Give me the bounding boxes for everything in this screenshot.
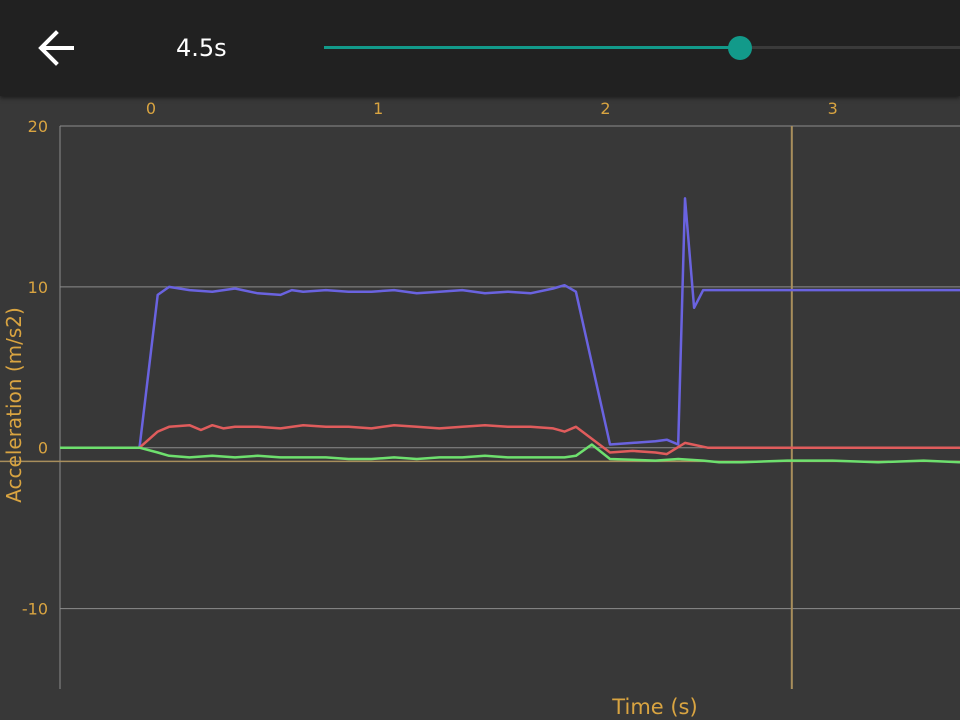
slider-thumb[interactable] bbox=[727, 36, 752, 60]
y-tick-label: 10 bbox=[28, 278, 48, 297]
y-axis-label: Acceleration (m/s2) bbox=[2, 307, 26, 503]
time-slider[interactable] bbox=[324, 28, 960, 68]
y-tick-label: 20 bbox=[28, 117, 48, 136]
acceleration-chart: 20 10 0 -10 0 1 2 3 Time (s) Acceleration (m/s2) bbox=[0, 99, 960, 719]
y-tick-label: -10 bbox=[22, 600, 48, 619]
back-button[interactable] bbox=[28, 20, 84, 76]
time-readout: 4.5s bbox=[176, 34, 227, 62]
series-line-1 bbox=[60, 197, 960, 449]
y-tick-label: 0 bbox=[38, 439, 48, 458]
toolbar: 4.5s bbox=[0, 0, 960, 96]
x-tick-label: 0 bbox=[146, 99, 156, 118]
x-tick-label: 3 bbox=[828, 99, 838, 118]
series-line-3 bbox=[60, 443, 960, 464]
x-tick-label: 1 bbox=[373, 99, 383, 118]
slider-fill bbox=[324, 46, 740, 49]
series-line-2 bbox=[60, 423, 960, 456]
x-tick-label: 2 bbox=[600, 99, 610, 118]
arrow-left-icon bbox=[38, 30, 74, 66]
x-axis-label: Time (s) bbox=[611, 695, 697, 719]
